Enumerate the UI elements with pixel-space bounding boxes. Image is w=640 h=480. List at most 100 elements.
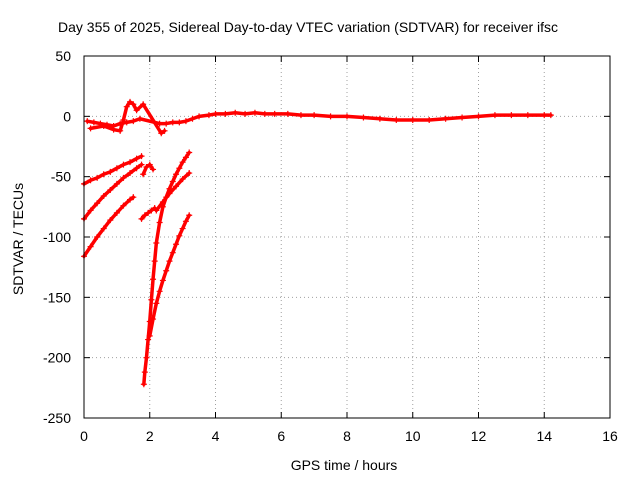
data-point [94,234,101,240]
data-point [284,110,291,117]
data-point [130,101,137,108]
data-point [166,190,173,197]
data-point [133,165,140,172]
series-band [148,213,191,338]
data-point [113,209,120,216]
data-point [87,243,94,250]
data-point [150,276,157,283]
data-point [140,101,147,108]
y-tick-label: -100 [43,229,71,245]
series-band [82,154,144,186]
y-tick-label: 0 [63,108,71,124]
data-point [173,183,180,190]
data-point [100,122,107,129]
series-main-trace [84,109,554,129]
data-point [141,212,148,219]
data-point [186,149,193,156]
data-point [153,207,160,214]
data-point [120,174,127,181]
tick-layer: 0 2 4 6 8 10 12 14 16 -250 -200 -150 -100 -50 0 50 [43,48,618,444]
series-band [154,171,191,213]
data-point [156,219,163,226]
data-point [297,112,304,119]
data-point [156,288,163,295]
data-point [151,258,158,265]
data-point [163,120,170,127]
data-point [161,127,168,134]
data-point [127,98,134,105]
data-point [107,217,114,224]
data-point [541,112,548,119]
data-point [141,369,148,376]
data-point [107,168,114,175]
series-band [141,162,155,177]
data-point [87,177,94,184]
y-tick-label: -250 [43,410,71,426]
x-tick-label: 14 [536,428,552,444]
data-point [120,116,127,123]
data-point [196,113,203,120]
data-point [232,109,239,116]
data-point [327,113,334,120]
data-point [100,192,107,199]
data-point [459,114,466,121]
data-point [150,166,157,173]
data-point [138,215,145,222]
series-mid-branch [153,170,193,214]
data-point [117,127,124,134]
data-point [261,110,268,117]
data-point [146,332,153,339]
data-point [148,296,155,303]
data-point [169,249,176,256]
data-point [94,200,101,207]
data-point [344,113,350,120]
data-point [150,316,157,323]
data-point [251,109,258,116]
data-point [173,171,180,178]
data-point [159,277,166,284]
data-point [212,110,219,117]
data-point [173,241,180,248]
data-point [156,120,163,127]
data-point [153,240,160,247]
series-band [88,100,167,135]
data-point [84,118,91,125]
data-point [186,170,193,177]
x-tick-label: 6 [277,428,285,444]
x-tick-label: 8 [343,428,351,444]
series-second-drop [146,212,193,339]
data-point [130,118,137,125]
data-point [133,155,140,162]
data-point [182,154,189,161]
data-point [360,114,367,121]
data-point [376,115,383,122]
data-point [166,258,173,265]
data-point [138,161,145,168]
data-point [100,171,107,178]
data-point [133,107,140,114]
data-point [87,207,94,214]
y-tick-label: -200 [43,350,71,366]
series-blip-near-2h [140,161,157,178]
data-point [146,161,153,168]
x-tick-label: 4 [212,428,220,444]
data-point [508,112,515,119]
data-point [163,267,170,274]
data-point [90,119,97,126]
data-point [182,218,189,225]
x-tick-label: 10 [405,428,421,444]
series-arc-lower [81,194,137,260]
data-point [169,178,176,185]
y-tick-label: 50 [55,48,71,64]
data-point [145,209,152,216]
data-point [475,113,482,120]
data-point [107,186,114,193]
data-point [113,165,120,172]
data-point [205,112,212,119]
data-point [123,103,130,110]
data-point [271,110,278,117]
y-tick-label: -50 [51,169,71,185]
data-point [311,112,318,119]
x-tick-label: 12 [471,428,487,444]
